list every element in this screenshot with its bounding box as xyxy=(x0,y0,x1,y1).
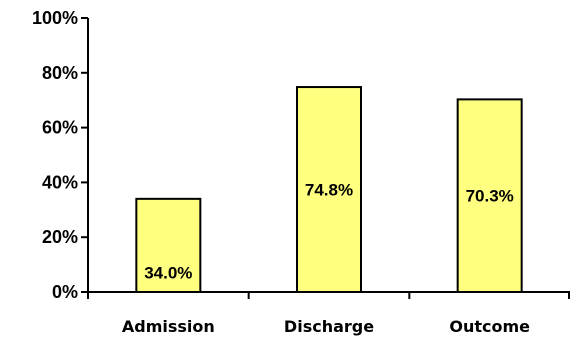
bar-discharge xyxy=(296,86,362,293)
y-tick-label: 40% xyxy=(42,172,78,192)
y-axis-ticks: 0% 20% 40% 60% 80% 100% xyxy=(32,8,88,302)
x-tick-label: Admission xyxy=(122,317,215,336)
bar-admission xyxy=(135,197,202,293)
y-tick-label: 60% xyxy=(42,118,78,138)
bar-outcome xyxy=(456,98,523,293)
data-label-outcome: 70.3% xyxy=(466,187,514,206)
x-tick-label: Outcome xyxy=(449,317,530,336)
x-axis-ticks: Admission Discharge Outcome xyxy=(87,292,570,336)
y-tick-label: 100% xyxy=(32,8,78,28)
data-labels: 34.0% 74.8% 70.3% xyxy=(144,181,514,283)
data-label-admission: 34.0% xyxy=(144,263,192,282)
bars xyxy=(135,86,523,293)
y-tick-label: 80% xyxy=(42,63,78,83)
x-tick-label: Discharge xyxy=(284,317,374,336)
data-label-discharge: 74.8% xyxy=(305,181,353,200)
y-tick-label: 20% xyxy=(42,227,78,247)
y-tick-label: 0% xyxy=(52,282,78,302)
